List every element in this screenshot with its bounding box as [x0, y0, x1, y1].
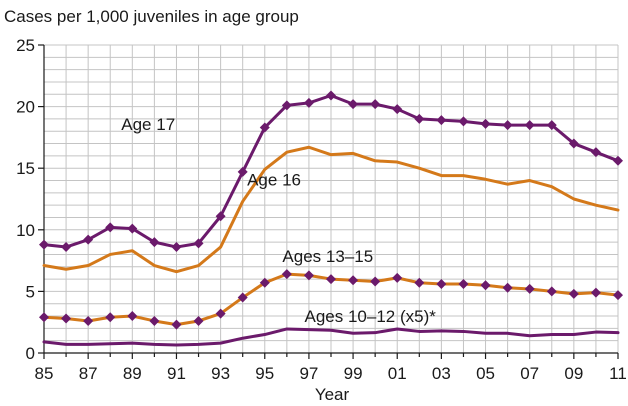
data-point — [237, 292, 248, 303]
data-point — [524, 120, 535, 131]
series-label-2: Ages 13–15 — [282, 247, 373, 266]
data-point — [83, 315, 94, 326]
series-group — [39, 90, 623, 347]
data-point — [414, 277, 425, 288]
y-tick-label: 5 — [26, 282, 35, 301]
y-tick-label: 20 — [16, 98, 35, 117]
series-line-1 — [42, 145, 620, 274]
data-point — [458, 116, 469, 127]
data-point — [259, 122, 270, 133]
data-point — [105, 312, 116, 323]
data-point — [436, 115, 447, 126]
x-tick-label: 91 — [167, 364, 186, 383]
data-point — [61, 242, 72, 253]
data-point — [39, 312, 49, 323]
data-point — [524, 283, 535, 294]
y-axis-title: Cases per 1,000 juveniles in age group — [4, 7, 299, 26]
data-point — [480, 280, 491, 291]
data-point — [568, 288, 579, 299]
data-point — [127, 311, 138, 322]
series-labels: Age 17 Age 16 Ages 13–15 Ages 10–12 (x5)* — [121, 115, 436, 326]
data-point — [215, 211, 226, 222]
data-point — [546, 286, 557, 297]
data-point — [348, 99, 359, 110]
data-point — [215, 308, 226, 319]
data-point — [568, 138, 579, 149]
x-tick-label: 89 — [123, 364, 142, 383]
data-point — [83, 234, 94, 245]
x-tick-label: 97 — [299, 364, 318, 383]
x-tick-label: 93 — [211, 364, 230, 383]
x-tick-label: 99 — [344, 364, 363, 383]
x-tick-label: 07 — [520, 364, 539, 383]
x-tick-label: 03 — [432, 364, 451, 383]
data-point — [326, 274, 336, 285]
y-tick-label: 10 — [16, 221, 35, 240]
data-point — [613, 290, 623, 301]
y-tick-label: 15 — [16, 159, 35, 178]
data-point — [590, 287, 601, 298]
data-point — [436, 279, 447, 290]
data-point — [193, 238, 204, 249]
series-label-3: Ages 10–12 (x5)* — [305, 307, 437, 326]
x-tick-label: 01 — [388, 364, 407, 383]
y-tick-label: 0 — [26, 344, 35, 363]
x-tick-label: 85 — [35, 364, 54, 383]
x-tick-label: 11 — [609, 364, 627, 383]
data-point — [281, 269, 292, 280]
data-point — [458, 279, 469, 290]
data-point — [303, 270, 314, 281]
data-point — [193, 315, 204, 326]
data-point — [326, 90, 336, 101]
x-tick-label: 09 — [564, 364, 583, 383]
data-point — [546, 120, 557, 131]
series-label-0: Age 17 — [121, 115, 175, 134]
data-point — [502, 282, 513, 293]
x-tick-label: 05 — [476, 364, 495, 383]
data-point — [149, 315, 160, 326]
data-point — [171, 319, 182, 330]
data-point — [281, 100, 292, 111]
x-tick-label: 87 — [79, 364, 98, 383]
data-point — [259, 277, 270, 288]
x-tick-label: 95 — [255, 364, 274, 383]
data-point — [61, 313, 72, 324]
gridlines — [43, 44, 619, 353]
data-point — [348, 275, 359, 286]
data-point — [370, 276, 381, 287]
data-point — [303, 97, 314, 108]
data-point — [237, 166, 248, 177]
data-point — [370, 99, 381, 110]
data-point — [414, 113, 425, 124]
series-line-3 — [42, 327, 620, 347]
data-point — [105, 222, 116, 233]
data-point — [39, 239, 49, 250]
data-point — [613, 155, 623, 166]
x-axis-title: Year — [315, 385, 350, 404]
data-point — [127, 223, 138, 234]
data-point — [149, 237, 160, 248]
data-point — [171, 242, 182, 253]
data-point — [480, 118, 491, 129]
y-tick-label: 25 — [16, 36, 35, 55]
series-label-1: Age 16 — [247, 170, 301, 189]
data-point — [392, 104, 403, 115]
data-point — [502, 120, 513, 131]
data-point — [590, 147, 601, 158]
data-point — [392, 272, 403, 283]
